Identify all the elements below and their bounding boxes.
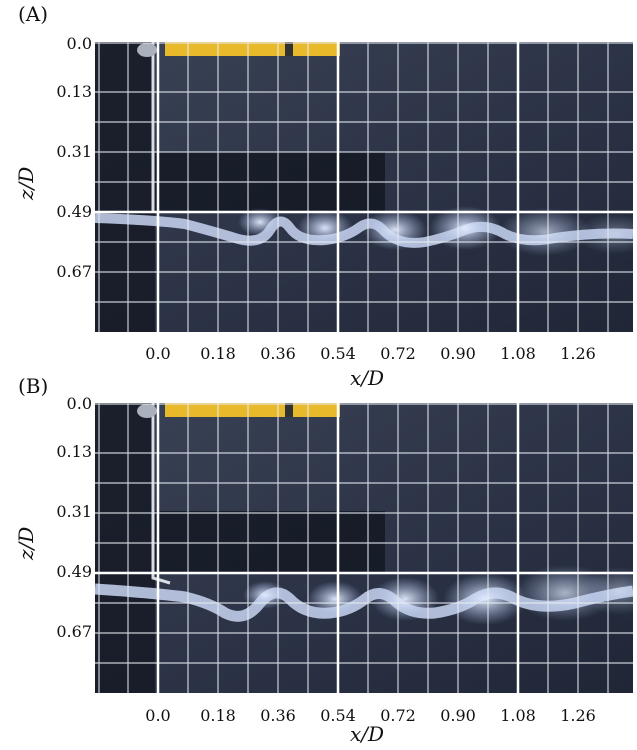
x-tick-label: 0.0: [145, 706, 171, 725]
y-tick-label: 0.13: [56, 82, 92, 101]
major-grid-lines: [95, 403, 633, 693]
vortex: [575, 214, 633, 254]
x-axis-label: x/D: [350, 722, 385, 746]
rod-clamp: [285, 403, 293, 417]
x-tick-label: 1.08: [500, 706, 536, 725]
x-tick-label: 1.26: [560, 706, 596, 725]
probe-wire: [151, 403, 171, 585]
x-tick-label: 0.36: [260, 706, 296, 725]
flow-visualization-photo: [95, 42, 633, 332]
y-tick-label: 0.13: [56, 442, 92, 461]
y-tick-label: 0.31: [56, 142, 92, 161]
y-tick-label: 0.0: [66, 34, 92, 53]
x-tick-label: 0.18: [200, 344, 236, 363]
vortex: [443, 573, 527, 625]
vortex: [371, 577, 439, 621]
vortex: [307, 581, 363, 617]
vortex: [363, 210, 427, 250]
flow-visualization-photo: [95, 403, 633, 693]
x-tick-label: 0.0: [145, 344, 171, 363]
grid-lines: [95, 42, 633, 332]
rod-clamp: [285, 42, 293, 56]
y-axis-label: z/D: [14, 526, 38, 560]
x-tick-label: 0.72: [380, 344, 416, 363]
y-tick-label: 0.49: [56, 562, 92, 581]
y-tick-label: 0.67: [56, 262, 92, 281]
x-tick-label: 0.72: [380, 706, 416, 725]
x-tick-label: 1.26: [560, 344, 596, 363]
y-tick-label: 0.67: [56, 622, 92, 641]
y-tick-label: 0.31: [56, 502, 92, 521]
dark-left-region: [95, 403, 155, 693]
panel-a: (A): [14, 2, 633, 390]
vortex: [429, 206, 501, 250]
grid-lines: [95, 403, 633, 693]
photo-svg: [95, 42, 633, 332]
y-tick-label: 0.49: [56, 202, 92, 221]
yellow-rod: [165, 403, 340, 417]
panel-b: (B): [0, 360, 637, 746]
x-tick-label: 0.54: [320, 706, 356, 725]
x-tick-label: 0.90: [440, 344, 476, 363]
x-tick-label: 0.36: [260, 344, 296, 363]
y-tick-label: 0.0: [66, 394, 92, 413]
x-tick-label: 0.54: [320, 344, 356, 363]
x-axis-label: x/D: [350, 366, 385, 390]
x-tick-label: 1.08: [500, 344, 536, 363]
dark-left-region: [95, 42, 155, 332]
photo-svg: [95, 403, 633, 693]
vortex: [499, 208, 591, 256]
y-axis-label: z/D: [14, 166, 38, 200]
probe-head: [137, 43, 157, 57]
x-tick-label: 0.18: [200, 706, 236, 725]
panel-label: (B): [18, 374, 49, 398]
major-grid-lines: [95, 42, 633, 332]
panel-label: (A): [18, 2, 49, 26]
vortex: [297, 210, 353, 246]
vortex: [238, 208, 282, 236]
cylinder-shadow: [155, 511, 385, 573]
vortex: [243, 581, 287, 609]
x-tick-label: 0.90: [440, 706, 476, 725]
probe-head: [137, 404, 157, 418]
yellow-rod: [165, 42, 340, 56]
